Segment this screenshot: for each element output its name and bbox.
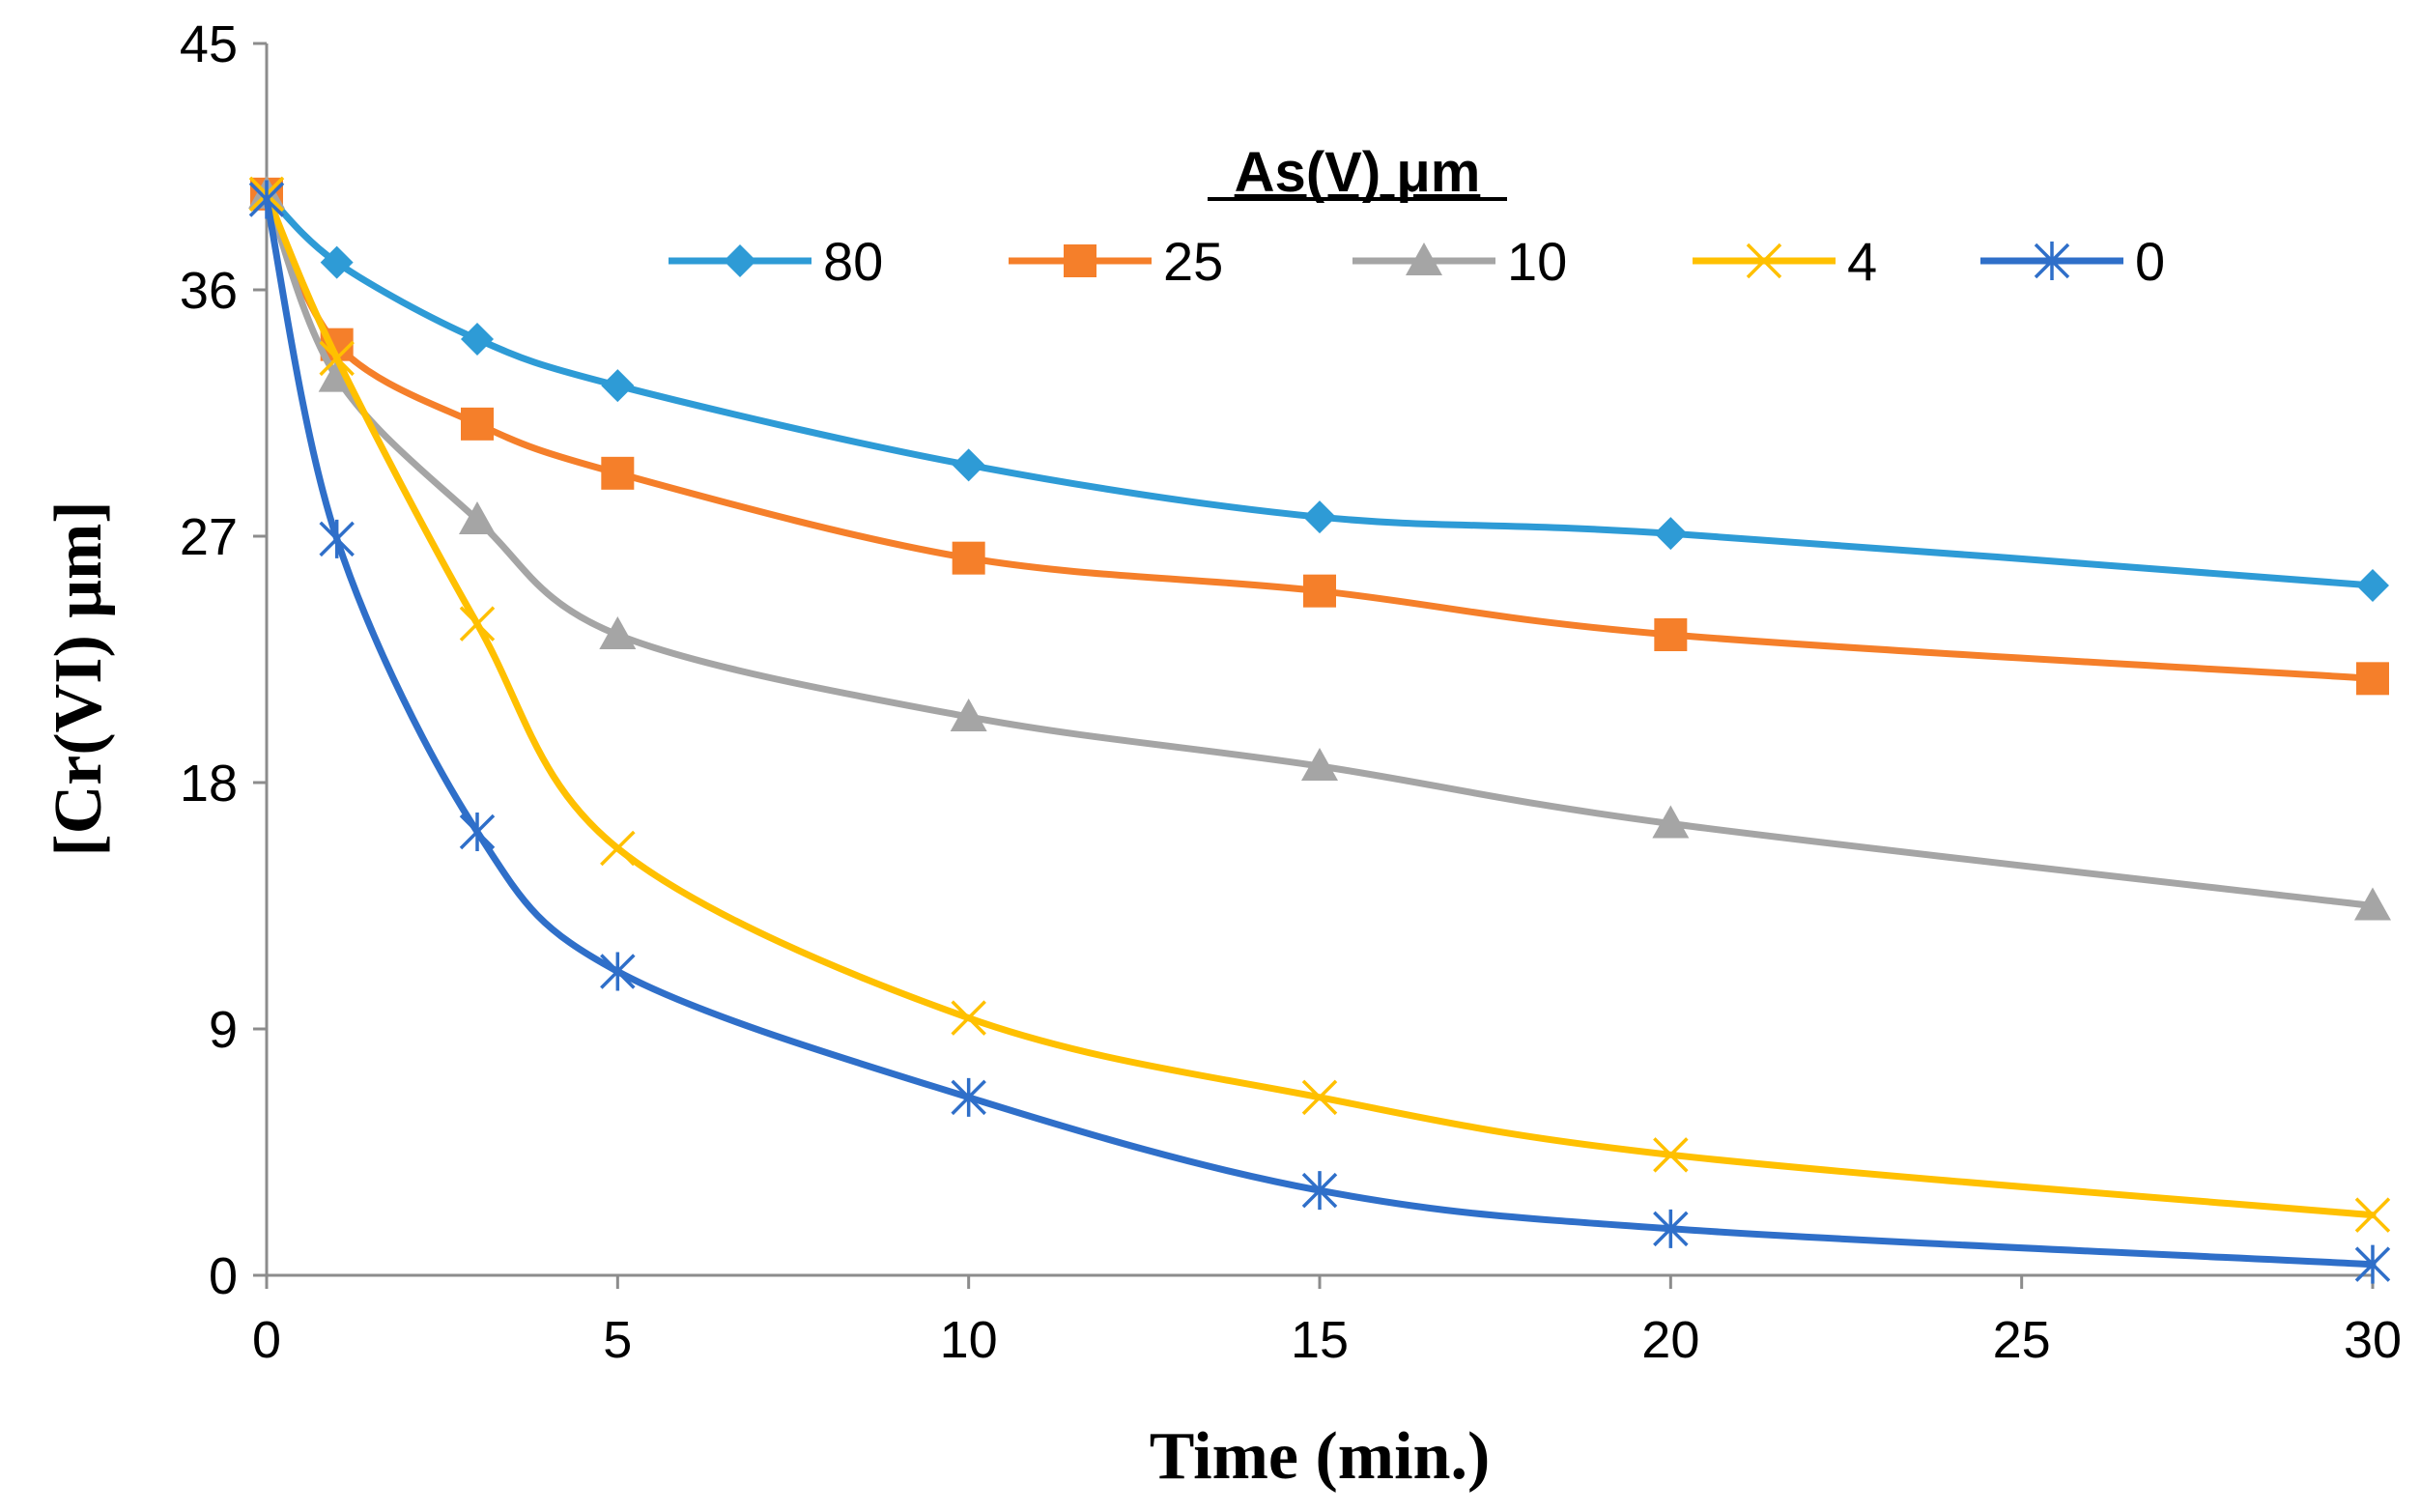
- data-point-80: [2356, 569, 2389, 602]
- data-point-25: [1654, 618, 1688, 651]
- data-point-0: [459, 813, 496, 851]
- data-point-4: [600, 830, 636, 867]
- legend: As(V) μm 80 25 10 4 0: [669, 141, 2165, 292]
- data-point-25: [1303, 574, 1336, 608]
- x-tick-label: 25: [1993, 1311, 2051, 1369]
- data-point-80: [601, 369, 635, 403]
- axis-ticks: 0 9 18 27 36 45 0 5 10 15 20 25 30: [180, 15, 2402, 1369]
- data-point-0: [1301, 1171, 1338, 1211]
- legend-label-4: 4: [1847, 231, 1877, 292]
- data-point-10: [599, 616, 637, 649]
- series-4: [248, 176, 2391, 1233]
- series-line-0: [263, 196, 2377, 1269]
- data-point-4: [1653, 1137, 1689, 1173]
- x-tick-label: 0: [252, 1311, 281, 1369]
- data-point-4: [951, 1000, 986, 1036]
- x-axis-title: Time (min.): [1150, 1419, 1491, 1494]
- series-line-25: [263, 190, 2377, 682]
- series-10: [248, 175, 2391, 921]
- y-tick-label: 45: [180, 15, 238, 73]
- legend-marker-0: [2034, 242, 2070, 280]
- x-tick-label: 30: [2344, 1311, 2402, 1369]
- data-point-4: [459, 606, 496, 642]
- data-point-10: [1652, 805, 1690, 839]
- data-point-0: [248, 180, 285, 219]
- legend-marker-25: [1064, 244, 1096, 277]
- legend-label-80: 80: [823, 231, 883, 292]
- y-tick-label: 18: [180, 755, 238, 813]
- data-point-10: [1301, 748, 1338, 781]
- x-tick-label: 5: [603, 1311, 632, 1369]
- y-tick-label: 0: [209, 1247, 238, 1305]
- series-line-80: [263, 190, 2377, 589]
- data-point-80: [1303, 500, 1336, 534]
- data-point-0: [600, 952, 636, 991]
- legend-entry-4: 4: [1693, 231, 1877, 292]
- legend-entry-0: 0: [1980, 231, 2165, 292]
- data-point-25: [2356, 662, 2389, 696]
- data-point-10: [950, 699, 987, 731]
- legend-title: As(V) μm: [1235, 141, 1481, 204]
- data-point-80: [1654, 517, 1688, 551]
- data-point-80: [461, 323, 494, 356]
- y-tick-label: 36: [180, 262, 238, 320]
- legend-marker-4: [1746, 242, 1782, 279]
- data-point-4: [319, 340, 355, 377]
- series-25: [250, 177, 2389, 696]
- data-point-0: [319, 519, 355, 558]
- legend-entry-25: 25: [1009, 231, 1223, 292]
- data-point-25: [601, 456, 635, 490]
- data-point-0: [951, 1077, 986, 1117]
- data-point-10: [2354, 887, 2391, 921]
- series-line-10: [263, 190, 2377, 909]
- series-0: [248, 180, 2391, 1284]
- data-point-4: [1301, 1079, 1338, 1116]
- x-tick-label: 20: [1641, 1311, 1699, 1369]
- data-point-0: [2354, 1244, 2391, 1284]
- data-point-4: [2354, 1197, 2391, 1233]
- legend-marker-80: [724, 244, 756, 277]
- data-point-25: [952, 541, 985, 575]
- y-tick-label: 9: [209, 1001, 238, 1059]
- series-layer: [248, 175, 2391, 1284]
- data-point-10: [459, 501, 496, 534]
- legend-marker-10: [1406, 242, 1442, 275]
- legend-label-10: 10: [1507, 231, 1567, 292]
- legend-label-0: 0: [2135, 231, 2165, 292]
- data-point-80: [952, 448, 985, 482]
- legend-entry-10: 10: [1352, 231, 1567, 292]
- data-point-25: [461, 407, 494, 441]
- y-axis-title: [Cr(VI) μm]: [42, 500, 116, 856]
- data-point-80: [320, 245, 354, 279]
- y-tick-label: 27: [180, 508, 238, 566]
- data-point-0: [1653, 1209, 1689, 1248]
- legend-entry-80: 80: [669, 231, 883, 292]
- x-tick-label: 10: [940, 1311, 998, 1369]
- series-80: [250, 177, 2389, 602]
- legend-label-25: 25: [1163, 231, 1223, 292]
- x-tick-label: 15: [1291, 1311, 1349, 1369]
- series-line-4: [263, 190, 2377, 1219]
